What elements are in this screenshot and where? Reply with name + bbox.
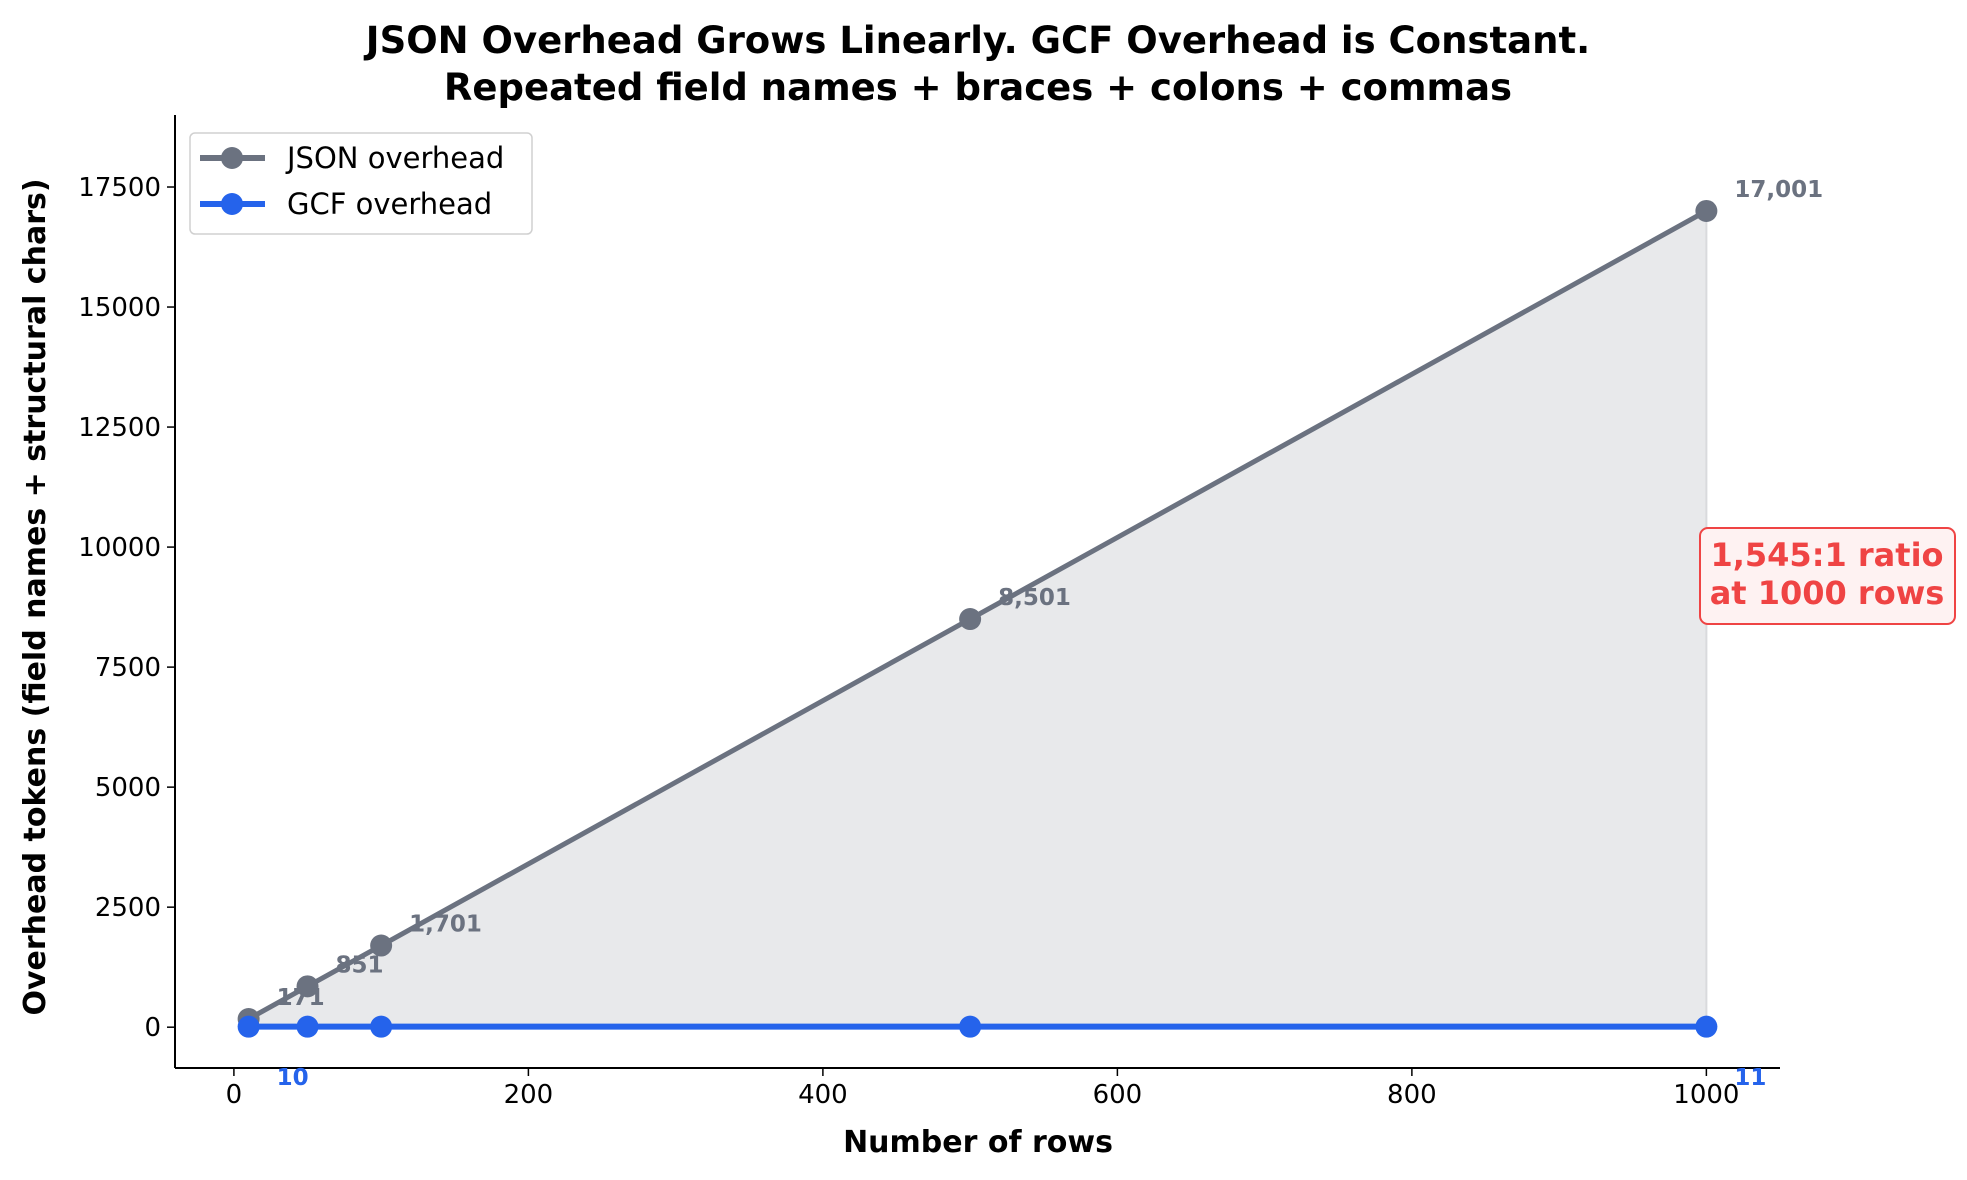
annotation-text: at 1000 rows [1710,574,1945,612]
annotation-text: 1,545:1 ratio [1710,536,1943,574]
gcf-overhead-point [237,1015,260,1038]
legend-entry: GCF overhead [287,187,492,221]
y-tick-label: 2500 [95,893,161,923]
legend: JSON overhead GCF overhead [189,132,533,235]
json-data-label: 1,701 [409,912,482,938]
json-overhead-point [959,608,982,631]
x-tick-label: 400 [798,1080,848,1110]
gcf-data-label: 10 [277,1065,309,1091]
json-data-label: 8,501 [998,585,1071,611]
x-tick-label: 0 [226,1080,243,1110]
y-tick-label: 12500 [78,413,161,443]
json-data-label: 17,001 [1734,177,1823,203]
legend-swatch-marker [221,193,243,215]
json-data-label: 171 [277,985,325,1011]
json-overhead-point [370,934,393,957]
y-tick-label: 17500 [78,173,161,203]
json-overhead-point [296,975,319,998]
json-data-label: 851 [336,952,384,978]
annotation-box [1699,527,1956,625]
gcf-data-label: 11 [1734,1065,1766,1091]
gcf-overhead-point [1695,1015,1718,1038]
gcf-overhead-point [370,1015,393,1038]
gcf-overhead-point [296,1015,319,1038]
y-tick-label: 15000 [78,293,161,323]
y-axis-label: Overhead tokens (field names + structura… [18,178,53,1015]
y-tick-label: 10000 [78,533,161,563]
chart-title: JSON Overhead Grows Linearly. GCF Overhe… [363,19,1590,62]
chart-subtitle: Repeated field names + braces + colons +… [444,66,1512,109]
y-tick-label: 5000 [95,773,161,803]
gcf-overhead-point [959,1015,982,1038]
x-tick-label: 200 [504,1080,554,1110]
legend-entry: JSON overhead [285,141,504,175]
legend-swatch-marker [221,147,243,169]
x-tick-label: 1000 [1673,1080,1739,1110]
x-tick-label: 800 [1387,1080,1437,1110]
plot-area: 0 200 400 600 800 100002500500075001000012500… [78,115,1823,1110]
y-tick-label: 0 [144,1013,161,1043]
y-tick-label: 7500 [95,653,161,683]
x-tick-label: 600 [1093,1080,1143,1110]
json-overhead-point [1695,199,1718,222]
legend-frame [189,132,533,235]
x-axis-label: Number of rows [843,1125,1113,1160]
